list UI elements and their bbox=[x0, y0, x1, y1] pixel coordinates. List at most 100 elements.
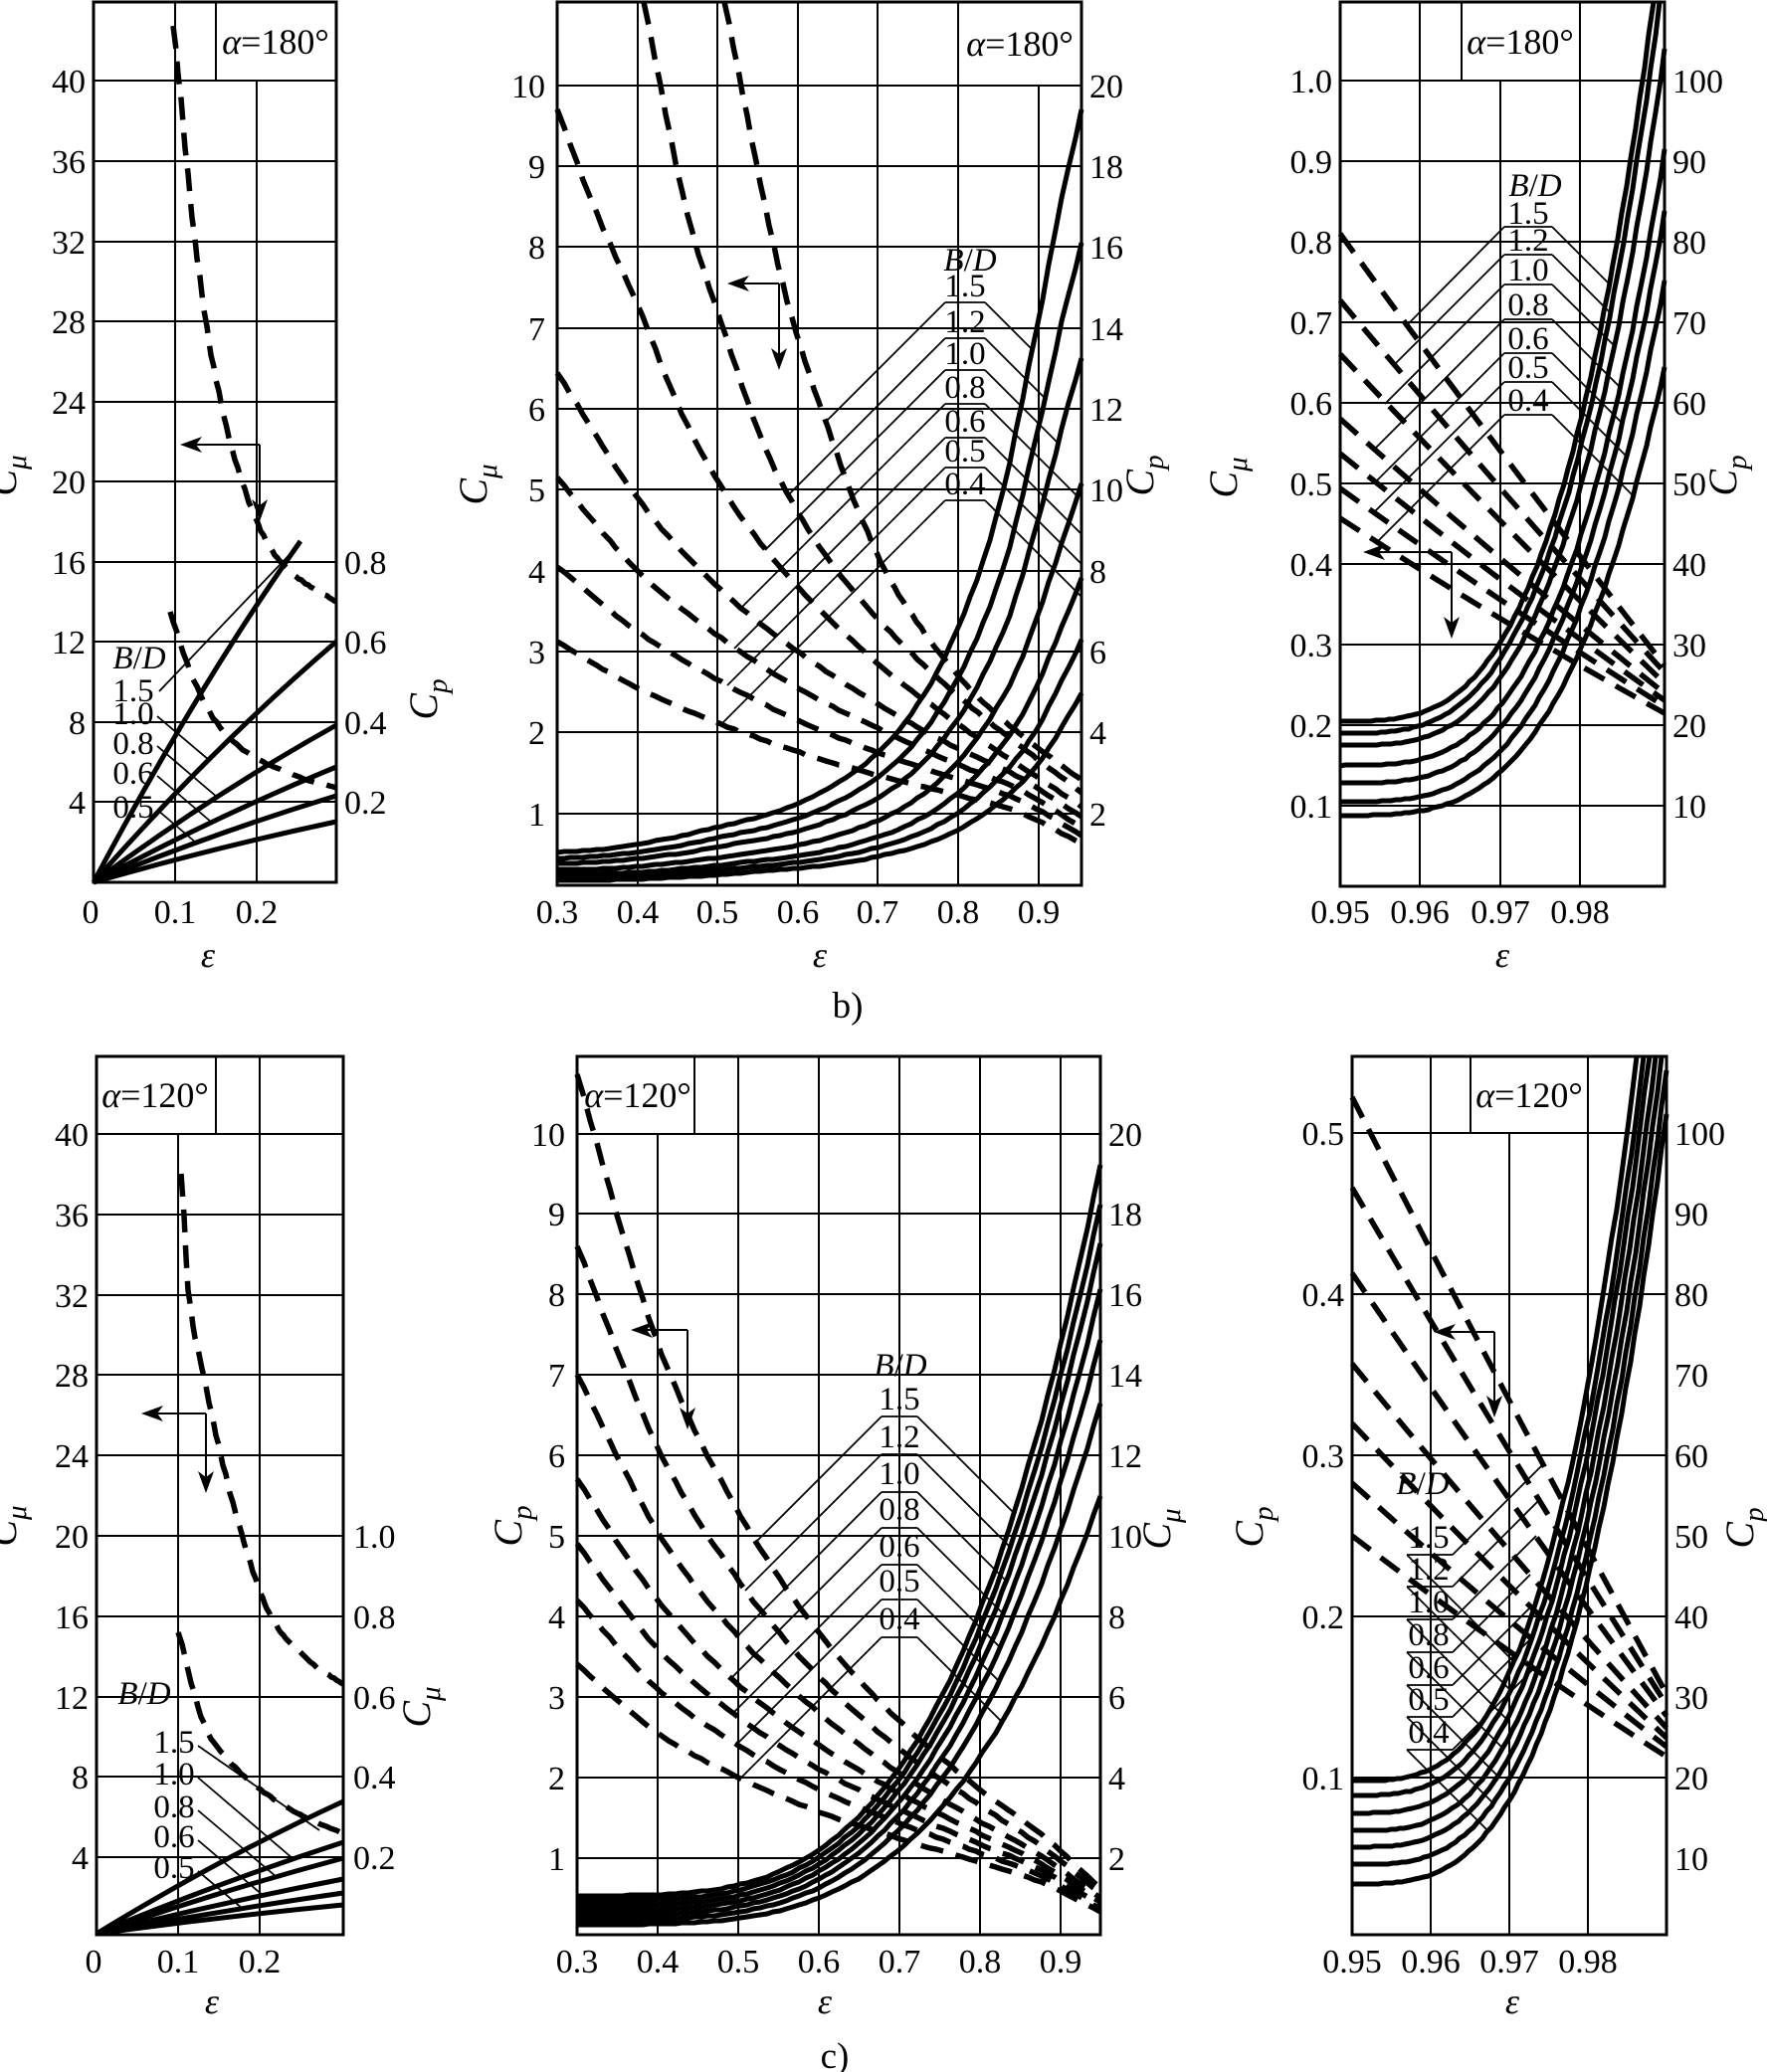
svg-text:0.5: 0.5 bbox=[1290, 467, 1333, 503]
svg-text:10: 10 bbox=[1089, 472, 1123, 509]
svg-text:0.5: 0.5 bbox=[1507, 350, 1548, 386]
svg-text:ε: ε bbox=[1505, 1981, 1520, 2021]
svg-text:8: 8 bbox=[69, 705, 86, 742]
svg-text:0.98: 0.98 bbox=[1558, 1944, 1618, 1980]
svg-text:0.6: 0.6 bbox=[1507, 321, 1548, 357]
svg-text:0.8: 0.8 bbox=[1507, 287, 1548, 323]
svg-text:1.0: 1.0 bbox=[944, 336, 985, 372]
svg-text:20: 20 bbox=[1089, 69, 1123, 105]
svg-text:0.8: 0.8 bbox=[937, 894, 980, 931]
svg-text:0.9: 0.9 bbox=[1018, 894, 1061, 931]
svg-text:40: 40 bbox=[1674, 1600, 1708, 1636]
svg-text:0.3: 0.3 bbox=[1290, 628, 1333, 664]
svg-text:90: 90 bbox=[1674, 1197, 1708, 1233]
svg-text:5: 5 bbox=[548, 1519, 565, 1556]
svg-text:20: 20 bbox=[1672, 708, 1706, 745]
svg-text:1.0: 1.0 bbox=[879, 1456, 919, 1492]
svg-text:1.5: 1.5 bbox=[112, 673, 153, 709]
svg-text:B/D: B/D bbox=[112, 641, 165, 676]
svg-text:1.2: 1.2 bbox=[1408, 1552, 1449, 1588]
svg-text:0.6: 0.6 bbox=[344, 625, 387, 661]
svg-text:60: 60 bbox=[1674, 1438, 1708, 1475]
svg-text:30: 30 bbox=[1672, 628, 1706, 664]
svg-text:0.8: 0.8 bbox=[153, 1789, 194, 1825]
svg-text:0.96: 0.96 bbox=[1390, 894, 1450, 931]
svg-text:80: 80 bbox=[1672, 225, 1706, 262]
svg-text:7: 7 bbox=[548, 1358, 565, 1395]
svg-text:0.4: 0.4 bbox=[617, 894, 660, 931]
svg-text:0.5: 0.5 bbox=[696, 894, 739, 931]
svg-text:0.8: 0.8 bbox=[353, 1600, 396, 1636]
svg-text:α=120°: α=120° bbox=[1475, 1075, 1583, 1115]
svg-text:6: 6 bbox=[548, 1438, 565, 1475]
svg-text:1.0: 1.0 bbox=[1408, 1585, 1449, 1620]
svg-text:0.7: 0.7 bbox=[879, 1944, 921, 1980]
svg-text:0.6: 0.6 bbox=[879, 1529, 919, 1565]
svg-text:20: 20 bbox=[52, 465, 86, 501]
svg-text:B/D: B/D bbox=[1508, 168, 1561, 204]
svg-text:18: 18 bbox=[1089, 149, 1123, 186]
svg-text:1.0: 1.0 bbox=[112, 696, 153, 732]
svg-text:0.5: 0.5 bbox=[717, 1944, 760, 1980]
svg-text:B/D: B/D bbox=[874, 1348, 926, 1384]
svg-text:50: 50 bbox=[1674, 1519, 1708, 1556]
svg-text:12: 12 bbox=[52, 625, 86, 661]
svg-text:12: 12 bbox=[1108, 1438, 1142, 1475]
svg-text:0.5: 0.5 bbox=[112, 790, 153, 826]
svg-text:36: 36 bbox=[55, 1198, 89, 1234]
svg-text:ε: ε bbox=[205, 1981, 220, 2021]
svg-text:2: 2 bbox=[1108, 1841, 1125, 1878]
svg-text:0.8: 0.8 bbox=[959, 1944, 1002, 1980]
svg-text:1.5: 1.5 bbox=[1408, 1520, 1449, 1556]
svg-text:1.0: 1.0 bbox=[353, 1519, 396, 1556]
svg-text:0.6: 0.6 bbox=[1290, 386, 1333, 423]
svg-text:4: 4 bbox=[1108, 1761, 1125, 1797]
svg-text:18: 18 bbox=[1108, 1197, 1142, 1233]
svg-text:4: 4 bbox=[72, 1840, 89, 1877]
svg-text:24: 24 bbox=[55, 1438, 89, 1475]
svg-text:32: 32 bbox=[52, 225, 86, 262]
svg-text:7: 7 bbox=[528, 311, 545, 348]
svg-text:1: 1 bbox=[528, 797, 545, 834]
svg-text:0.1: 0.1 bbox=[157, 1944, 200, 1980]
svg-text:ε: ε bbox=[201, 935, 216, 975]
svg-text:10: 10 bbox=[1672, 789, 1706, 826]
svg-text:10: 10 bbox=[1674, 1841, 1708, 1878]
svg-text:10: 10 bbox=[1108, 1519, 1142, 1556]
svg-text:Cp: Cp bbox=[1117, 455, 1170, 495]
svg-text:0.4: 0.4 bbox=[944, 467, 985, 502]
svg-text:20: 20 bbox=[1108, 1117, 1142, 1154]
svg-text:0.4: 0.4 bbox=[353, 1760, 396, 1796]
svg-text:16: 16 bbox=[55, 1600, 89, 1636]
svg-text:14: 14 bbox=[1089, 311, 1123, 348]
svg-text:8: 8 bbox=[528, 230, 545, 267]
svg-text:0.4: 0.4 bbox=[879, 1601, 919, 1637]
svg-text:c): c) bbox=[821, 2036, 850, 2072]
svg-text:0.6: 0.6 bbox=[153, 1819, 194, 1855]
svg-text:5: 5 bbox=[528, 472, 545, 509]
svg-text:0.4: 0.4 bbox=[344, 705, 387, 742]
svg-text:36: 36 bbox=[52, 144, 86, 181]
svg-text:0.8: 0.8 bbox=[112, 726, 153, 762]
svg-text:10: 10 bbox=[531, 1117, 565, 1154]
svg-text:0.2: 0.2 bbox=[1302, 1600, 1345, 1636]
svg-text:0.4: 0.4 bbox=[1290, 547, 1333, 584]
svg-text:0.97: 0.97 bbox=[1471, 894, 1530, 931]
svg-text:90: 90 bbox=[1672, 144, 1706, 181]
svg-text:1.0: 1.0 bbox=[1507, 253, 1548, 288]
svg-text:0.3: 0.3 bbox=[536, 894, 579, 931]
svg-text:40: 40 bbox=[55, 1117, 89, 1154]
svg-text:1.5: 1.5 bbox=[153, 1725, 194, 1761]
svg-text:100: 100 bbox=[1674, 1116, 1725, 1153]
svg-text:ε: ε bbox=[1495, 935, 1510, 975]
svg-text:0.7: 0.7 bbox=[1290, 305, 1333, 342]
svg-text:20: 20 bbox=[1674, 1761, 1708, 1797]
svg-text:1.2: 1.2 bbox=[879, 1419, 919, 1455]
svg-text:0.1: 0.1 bbox=[154, 894, 197, 931]
svg-text:30: 30 bbox=[1674, 1680, 1708, 1717]
svg-text:28: 28 bbox=[52, 304, 86, 341]
svg-text:16: 16 bbox=[1108, 1277, 1142, 1314]
svg-text:6: 6 bbox=[528, 392, 545, 429]
svg-text:α=180°: α=180° bbox=[222, 22, 329, 62]
svg-text:0.2: 0.2 bbox=[344, 785, 387, 822]
